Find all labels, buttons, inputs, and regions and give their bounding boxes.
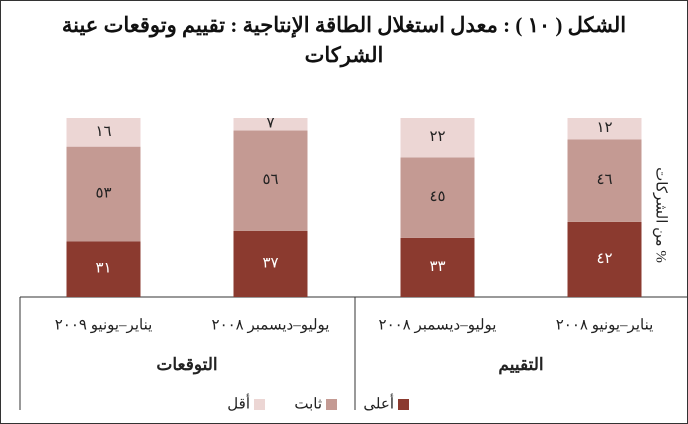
bar-segment	[567, 139, 642, 222]
legend-label: ثابت	[294, 396, 322, 412]
bar-segment	[66, 241, 141, 297]
legend-swatch	[326, 399, 337, 410]
group-label: التوقعات	[156, 355, 217, 375]
data-label: ٤٦	[596, 172, 612, 188]
x-tick-label: يناير–يونيو ٢٠٠٩	[55, 317, 153, 333]
bar-segment	[66, 146, 141, 242]
x-tick-label: يوليو–ديسمبر ٢٠٠٨	[379, 317, 497, 333]
data-label: ٥٣	[95, 186, 111, 202]
x-tick-label: يناير–يونيو ٢٠٠٨	[556, 317, 654, 333]
data-label: ٤٢	[596, 251, 612, 267]
bar-segment	[233, 130, 308, 231]
data-label: ٥٦	[262, 172, 278, 188]
group-label: التقييم	[498, 355, 543, 375]
data-label: ٣١	[95, 261, 111, 277]
bar-segment	[233, 230, 308, 297]
bar-segment	[567, 221, 642, 297]
bar-segment	[400, 237, 475, 297]
data-label: ٣٣	[429, 259, 445, 275]
bar-segment	[567, 118, 642, 140]
data-label: ٣٧	[262, 255, 278, 271]
chart-title: الشكل ( ١٠ ) : معدل استغلال الطاقة الإنت…	[61, 13, 627, 67]
data-label: ١٦	[95, 124, 111, 140]
data-label: ٢٢	[429, 129, 445, 145]
bar-segment	[400, 118, 475, 158]
legend-label: أقل	[227, 393, 250, 412]
bar-segment	[400, 157, 475, 238]
bar-segment	[66, 118, 141, 147]
legend-swatch	[398, 399, 409, 410]
data-label: ١٢	[596, 120, 612, 136]
legend-swatch	[254, 399, 265, 410]
data-label: ٤٥	[429, 189, 445, 205]
bar-segment	[233, 118, 308, 131]
legend-label: أعلى	[363, 393, 394, 412]
x-tick-label: يوليو–ديسمبر ٢٠٠٨	[212, 317, 330, 333]
y-axis-label: % من الشركات	[653, 167, 669, 263]
data-label: ٧	[266, 116, 274, 132]
